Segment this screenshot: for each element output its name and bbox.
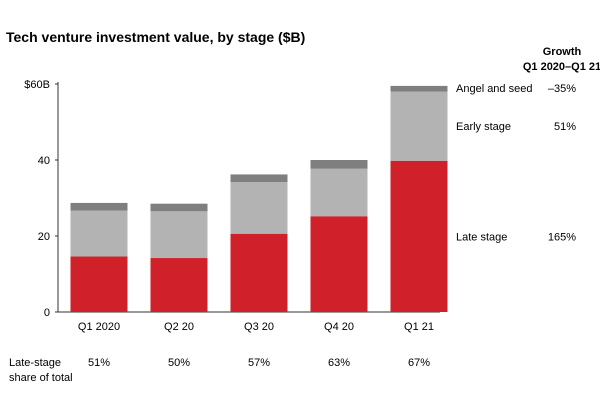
x-axis: Q1 2020 Q2 20 Q3 20 Q4 20 Q1 21	[78, 321, 434, 333]
bar-early-stage	[310, 168, 368, 217]
bar-angel-and-seed	[310, 160, 368, 169]
share-row-label: share of total	[9, 372, 73, 384]
bar-angel-and-seed	[390, 85, 448, 92]
growth-header: Growth	[543, 46, 582, 58]
bar-early-stage	[230, 182, 288, 234]
bar-late-stage	[390, 160, 448, 312]
bar-angel-and-seed	[150, 203, 208, 212]
y-tick-label: 0	[44, 307, 50, 319]
share-value: 67%	[408, 357, 430, 369]
bar-late-stage	[230, 233, 288, 312]
bar-early-stage	[390, 91, 448, 161]
share-value: 63%	[328, 357, 350, 369]
share-value: 50%	[168, 357, 190, 369]
bar-angel-and-seed	[230, 174, 288, 183]
bar-late-stage	[150, 258, 208, 312]
share-row-label: Late-stage	[9, 357, 61, 369]
y-tick-label: 40	[38, 155, 50, 167]
x-tick-label: Q4 20	[324, 321, 354, 333]
bar-late-stage	[70, 256, 128, 312]
share-value: 57%	[248, 357, 270, 369]
bar-early-stage	[70, 210, 128, 257]
x-tick-label: Q1 2020	[78, 321, 120, 333]
x-tick-label: Q2 20	[164, 321, 194, 333]
growth-value: 165%	[548, 231, 576, 243]
legend: Growth Q1 2020–Q1 21 Late stage 165% Early s…	[456, 46, 600, 243]
y-tick-label: 20	[38, 231, 50, 243]
growth-value: –35%	[548, 83, 576, 95]
late-stage-share-row: Late-stage share of total 51% 50% 57% 63% 67%	[9, 357, 430, 384]
legend-label: Early stage	[456, 121, 511, 133]
bar-early-stage	[150, 211, 208, 259]
y-tick-label: $60B	[24, 79, 50, 91]
bar-angel-and-seed	[70, 202, 128, 211]
bars	[70, 85, 448, 312]
x-tick-label: Q3 20	[244, 321, 274, 333]
legend-label: Angel and seed	[456, 83, 532, 95]
x-tick-label: Q1 21	[404, 321, 434, 333]
share-value: 51%	[88, 357, 110, 369]
chart-title: Tech venture investment value, by stage …	[6, 29, 305, 45]
growth-header-period: Q1 2020–Q1 21	[523, 61, 600, 73]
growth-value: 51%	[554, 121, 576, 133]
legend-label: Late stage	[456, 231, 507, 243]
bar-late-stage	[310, 216, 368, 312]
